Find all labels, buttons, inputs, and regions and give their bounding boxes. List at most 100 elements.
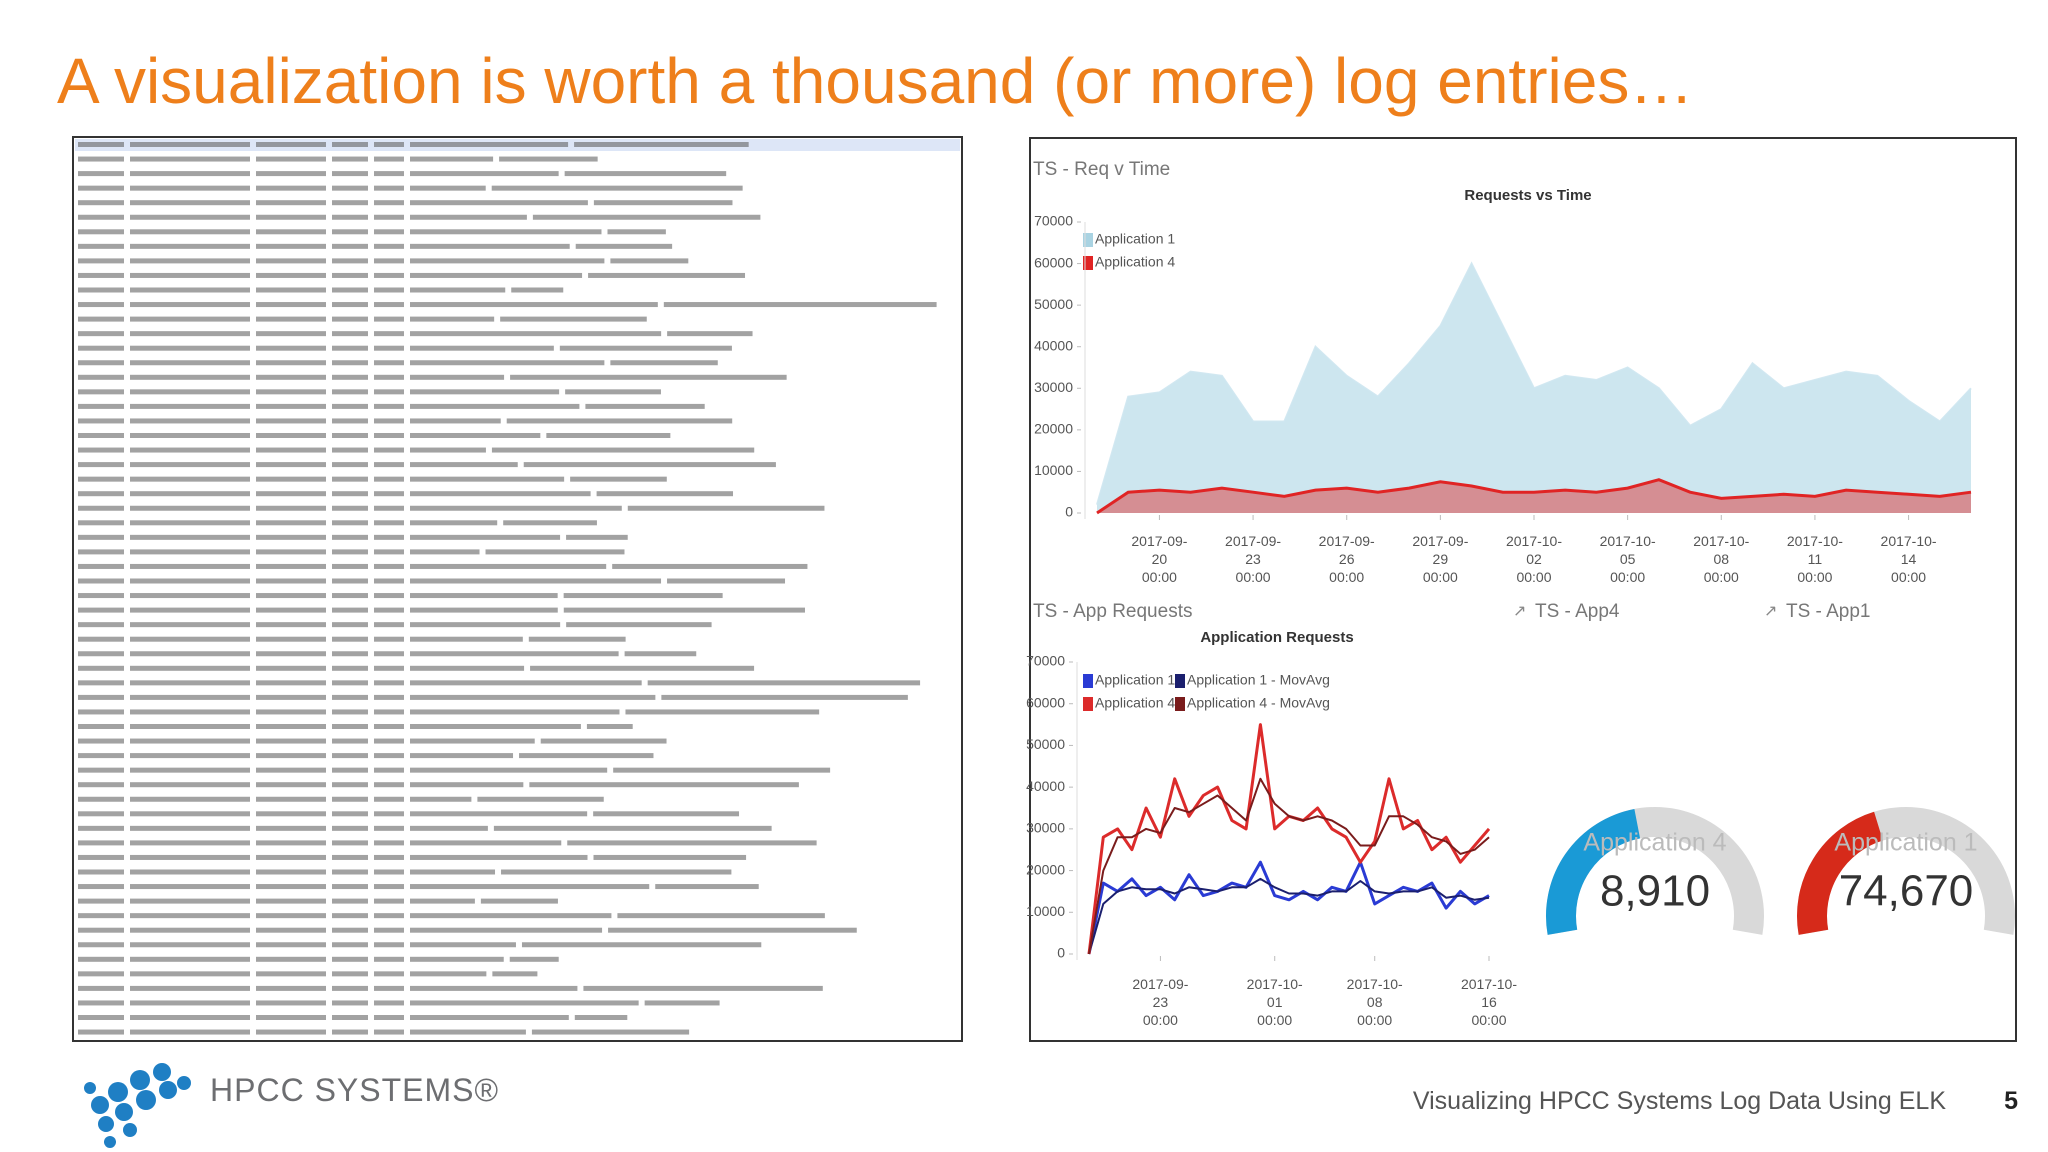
log-text-line xyxy=(410,985,578,991)
log-text-line xyxy=(256,840,326,846)
log-text-line xyxy=(256,665,326,671)
y-tick-label: 70000 xyxy=(1034,213,1073,229)
log-text-line xyxy=(564,171,727,177)
log-text-line xyxy=(78,520,124,526)
log-text-line xyxy=(332,462,368,468)
log-text-line xyxy=(332,302,368,308)
log-text-line xyxy=(511,287,564,293)
y-tick-label: 20000 xyxy=(1026,861,1065,877)
log-text-line xyxy=(256,767,326,773)
log-text-line xyxy=(130,563,250,569)
log-text-line xyxy=(374,796,404,802)
log-text-line xyxy=(374,811,404,817)
log-text-line xyxy=(585,403,705,409)
log-text-line xyxy=(78,854,124,860)
legend-swatch xyxy=(1175,697,1185,711)
log-text-line xyxy=(410,316,495,322)
log-text-line xyxy=(256,520,326,526)
log-text-line xyxy=(78,258,124,264)
log-text-line xyxy=(130,331,250,337)
log-text-line xyxy=(78,578,124,584)
log-text-line xyxy=(374,316,404,322)
log-text-line xyxy=(332,738,368,744)
log-text-line xyxy=(332,811,368,817)
log-text-line xyxy=(78,825,124,831)
log-text-line xyxy=(374,214,404,220)
log-text-line xyxy=(78,171,124,177)
log-text-line xyxy=(332,593,368,599)
log-text-line xyxy=(596,491,734,497)
log-text-line xyxy=(374,200,404,206)
log-text-line xyxy=(617,913,825,919)
log-text-line xyxy=(130,811,250,817)
log-text-line xyxy=(78,505,124,511)
log-text-line xyxy=(256,782,326,788)
log-text-line xyxy=(593,811,740,817)
log-text-line xyxy=(78,302,124,308)
x-tick-label: 2017-09-23 00:00 xyxy=(1225,533,1282,585)
log-text-line xyxy=(332,956,368,962)
log-text-line xyxy=(332,884,368,890)
log-text-line xyxy=(130,491,250,497)
log-text-line xyxy=(130,578,250,584)
gauge-value: 8,910 xyxy=(1600,867,1710,916)
log-text-line xyxy=(570,476,667,482)
log-text-line xyxy=(374,360,404,366)
log-text-line xyxy=(130,694,250,700)
y-tick-label: 30000 xyxy=(1034,379,1073,395)
log-text-line xyxy=(78,680,124,686)
chart-title: Requests vs Time xyxy=(1464,187,1591,204)
log-text-line xyxy=(130,753,250,759)
log-text-line xyxy=(332,898,368,904)
log-text-line xyxy=(608,927,857,933)
log-text-line xyxy=(332,782,368,788)
log-text-line xyxy=(78,956,124,962)
legend-label: Application 4 - MovAvg xyxy=(1187,695,1330,711)
log-text-line xyxy=(374,825,404,831)
log-text-line xyxy=(78,462,124,468)
log-text-line xyxy=(256,796,326,802)
log-text-line xyxy=(332,651,368,657)
log-text-line xyxy=(332,214,368,220)
panel-title: TS - App4 xyxy=(1535,601,1620,622)
log-text-line xyxy=(256,971,326,977)
log-text-line xyxy=(410,884,650,890)
log-text-line xyxy=(78,243,124,249)
log-text-line xyxy=(78,607,124,613)
legend-label: Application 1 xyxy=(1095,672,1175,688)
log-text-line xyxy=(332,142,368,147)
log-text-line xyxy=(256,636,326,642)
log-text-line xyxy=(78,985,124,991)
log-text-line xyxy=(593,200,733,206)
log-text-line xyxy=(374,302,404,308)
log-text-line xyxy=(78,272,124,278)
log-text-line xyxy=(256,214,326,220)
log-text-line xyxy=(130,709,250,715)
log-text-line xyxy=(256,302,326,308)
logo-text: HPCC SYSTEMS® xyxy=(210,1072,500,1108)
log-text-line xyxy=(410,796,472,802)
log-text-line xyxy=(410,185,486,191)
log-text-line xyxy=(78,229,124,235)
log-text-line xyxy=(256,578,326,584)
log-text-line xyxy=(78,796,124,802)
log-text-line xyxy=(256,869,326,875)
log-text-line xyxy=(78,491,124,497)
log-text-line xyxy=(374,287,404,293)
legend-swatch xyxy=(1083,233,1093,247)
log-text-line xyxy=(130,665,250,671)
log-text-line xyxy=(540,738,667,744)
log-text-line xyxy=(78,476,124,482)
log-text-line xyxy=(509,956,559,962)
log-text-line xyxy=(332,563,368,569)
log-text-line xyxy=(410,738,535,744)
log-text-line xyxy=(493,825,772,831)
log-text-line xyxy=(78,1000,124,1006)
log-text-line xyxy=(130,724,250,729)
log-text-line xyxy=(410,403,580,409)
log-text-line xyxy=(78,403,124,409)
y-tick-label: 50000 xyxy=(1034,296,1073,312)
log-text-line xyxy=(130,505,250,511)
log-text-line xyxy=(130,1029,250,1035)
